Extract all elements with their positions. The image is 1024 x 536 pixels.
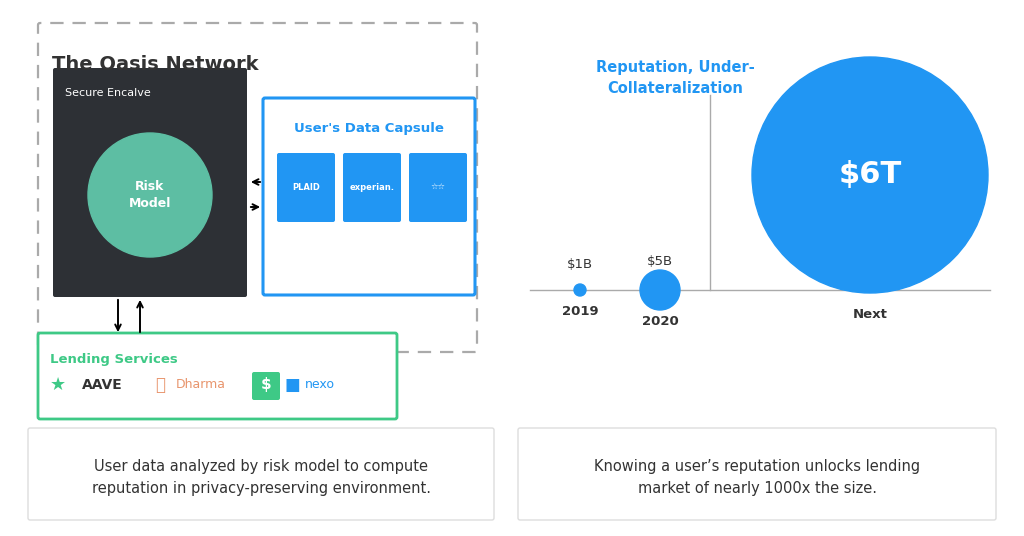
FancyBboxPatch shape bbox=[518, 428, 996, 520]
FancyBboxPatch shape bbox=[38, 23, 477, 352]
Text: Risk
Model: Risk Model bbox=[129, 180, 171, 210]
Text: ★: ★ bbox=[50, 376, 67, 394]
FancyBboxPatch shape bbox=[28, 428, 494, 520]
FancyBboxPatch shape bbox=[53, 68, 247, 297]
Text: The Oasis Network: The Oasis Network bbox=[52, 55, 258, 74]
Text: ⦿: ⦿ bbox=[155, 376, 165, 394]
Text: User data analyzed by risk model to compute: User data analyzed by risk model to comp… bbox=[94, 458, 428, 473]
Circle shape bbox=[88, 133, 212, 257]
Text: User's Data Capsule: User's Data Capsule bbox=[294, 122, 444, 135]
FancyBboxPatch shape bbox=[343, 153, 401, 222]
Text: 2019: 2019 bbox=[562, 305, 598, 318]
Text: Secure Encalve: Secure Encalve bbox=[65, 88, 151, 98]
Text: experian.: experian. bbox=[349, 183, 394, 192]
Text: reputation in privacy-preserving environment.: reputation in privacy-preserving environ… bbox=[91, 480, 430, 495]
Text: ☆☆: ☆☆ bbox=[430, 183, 445, 192]
Text: nexo: nexo bbox=[305, 378, 335, 391]
FancyBboxPatch shape bbox=[252, 372, 280, 400]
Text: $1B: $1B bbox=[567, 258, 593, 271]
FancyBboxPatch shape bbox=[278, 153, 335, 222]
Text: $5B: $5B bbox=[647, 255, 673, 268]
Text: Knowing a user’s reputation unlocks lending: Knowing a user’s reputation unlocks lend… bbox=[594, 458, 920, 473]
Text: PLAID: PLAID bbox=[292, 183, 319, 192]
Circle shape bbox=[752, 57, 988, 293]
Text: AAVE: AAVE bbox=[82, 378, 123, 392]
Circle shape bbox=[640, 270, 680, 310]
Text: ■: ■ bbox=[284, 376, 300, 394]
FancyBboxPatch shape bbox=[38, 333, 397, 419]
Text: $6T: $6T bbox=[839, 160, 901, 190]
Text: Next: Next bbox=[853, 308, 888, 321]
Text: Dharma: Dharma bbox=[176, 378, 226, 391]
FancyBboxPatch shape bbox=[409, 153, 467, 222]
Text: $: $ bbox=[261, 377, 271, 392]
Circle shape bbox=[574, 284, 586, 296]
FancyBboxPatch shape bbox=[263, 98, 475, 295]
Text: Lending Services: Lending Services bbox=[50, 353, 178, 366]
Text: Reputation, Under-
Collateralization: Reputation, Under- Collateralization bbox=[596, 60, 755, 96]
Text: 2020: 2020 bbox=[642, 315, 678, 328]
Text: market of nearly 1000x the size.: market of nearly 1000x the size. bbox=[638, 480, 877, 495]
